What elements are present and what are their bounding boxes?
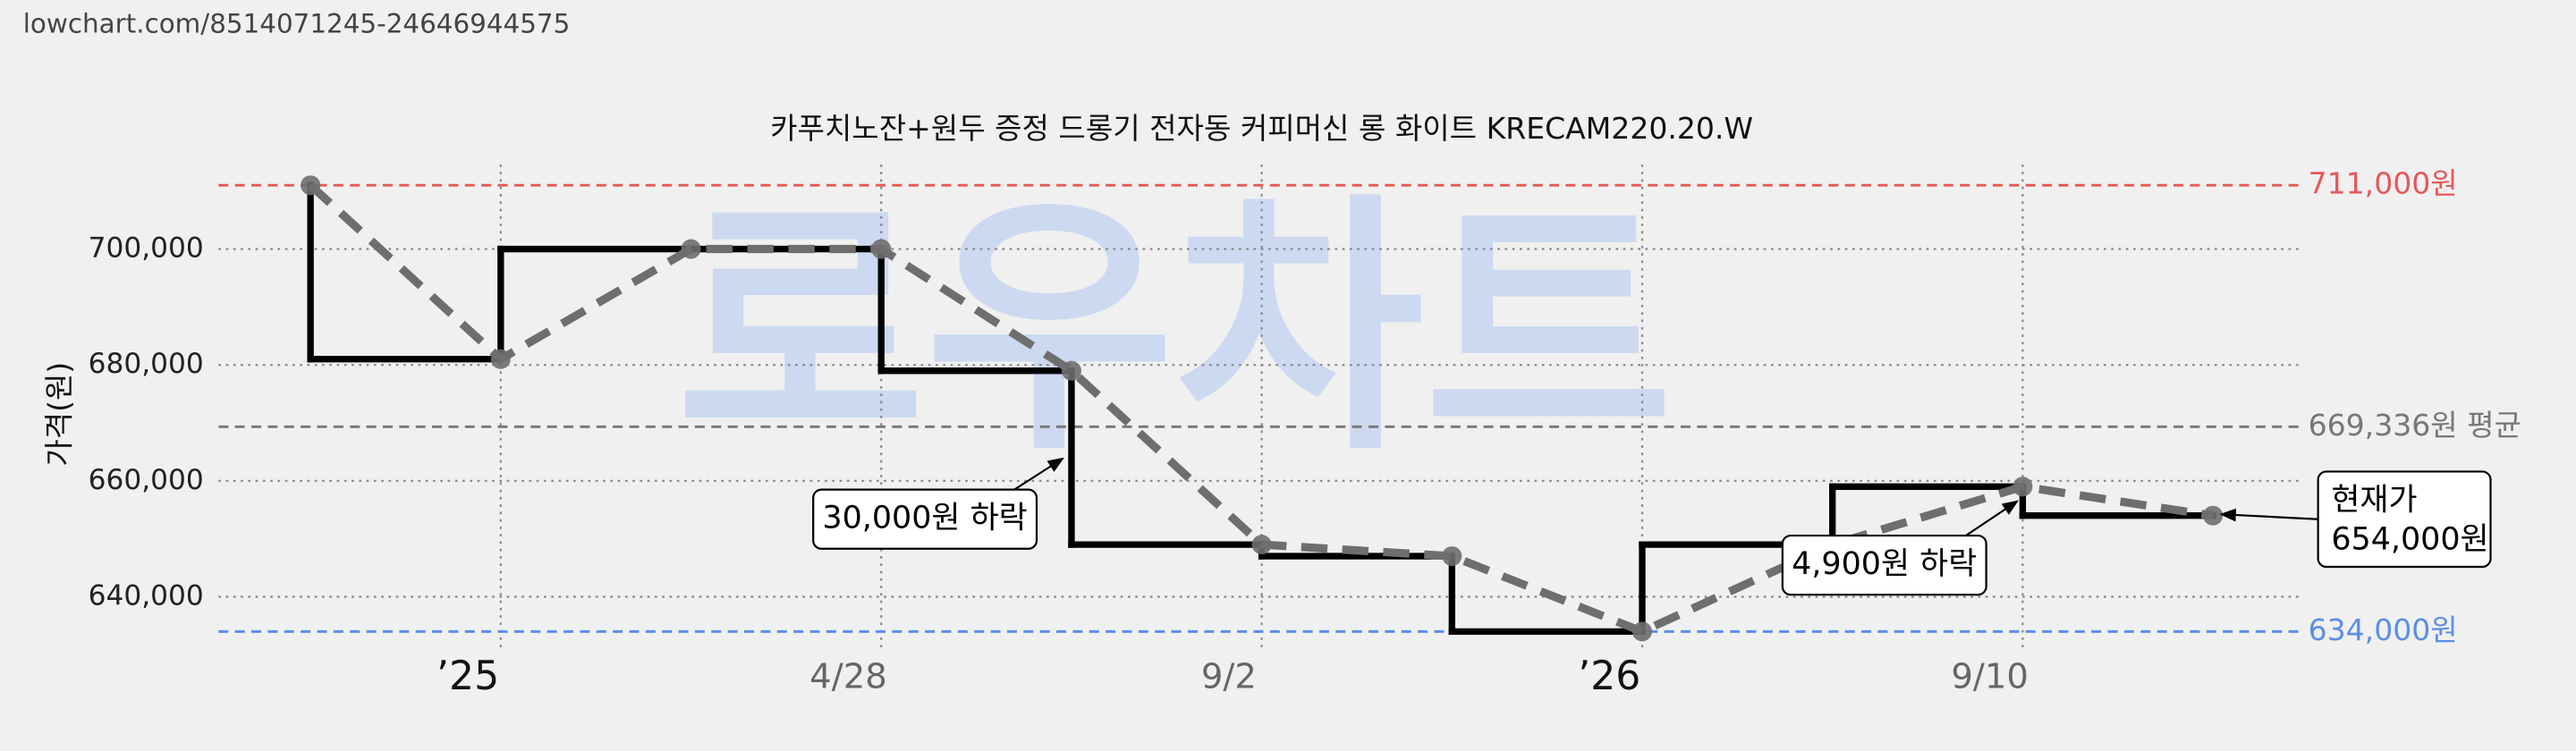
- x-tick-label: 9/2: [1201, 656, 1257, 696]
- plot: 로우차트 640,000 660,000 680,000 700,000 ’25 4/28 9…: [89, 164, 2521, 699]
- point: [1631, 621, 1653, 642]
- reference-label: 711,000원: [2309, 166, 2458, 201]
- annotation-arrow: [1013, 457, 1064, 491]
- point: [1251, 535, 1272, 555]
- point: [2012, 477, 2033, 497]
- reference-label: 669,336원 평균: [2309, 408, 2521, 443]
- chart-title: 카푸치노잔+원두 증정 드롱기 전자동 커피머신 롱 화이트 KRECAM220…: [770, 111, 1753, 146]
- point: [490, 349, 511, 369]
- annotation-text: 현재가: [2331, 483, 2417, 519]
- x-tick-label: 4/28: [809, 656, 887, 696]
- x-tick-label: ’26: [1578, 654, 1640, 699]
- point: [301, 175, 321, 196]
- point: [681, 239, 701, 259]
- y-tick-label: 680,000: [89, 348, 204, 380]
- reference-label: 634,000원: [2309, 612, 2458, 647]
- y-tick-label: 640,000: [89, 579, 204, 612]
- annotation-arrow: [2219, 508, 2318, 522]
- watermark: 로우차트: [676, 173, 1674, 487]
- y-tick-label: 700,000: [89, 232, 204, 265]
- annotation-text: 30,000원 하락: [822, 501, 1027, 536]
- annotation-box: [2317, 470, 2492, 569]
- x-tick-label: ’25: [436, 654, 499, 699]
- annotation-arrow: [1965, 500, 2020, 536]
- annotation-text: 654,000원: [2331, 522, 2488, 558]
- y-axis-label: 가격(원): [41, 362, 76, 467]
- point: [1061, 360, 1081, 381]
- x-tick-label: 9/10: [1951, 656, 2029, 696]
- point: [871, 239, 892, 259]
- url: lowchart.com/8514071245-24646944575: [23, 8, 571, 38]
- point: [2203, 505, 2224, 526]
- annotation-box: [1781, 534, 1987, 596]
- y-tick-label: 660,000: [89, 464, 204, 496]
- point: [1442, 546, 1462, 567]
- annotation-box: [812, 488, 1038, 550]
- annotation-text: 4,900원 하락: [1792, 546, 1977, 582]
